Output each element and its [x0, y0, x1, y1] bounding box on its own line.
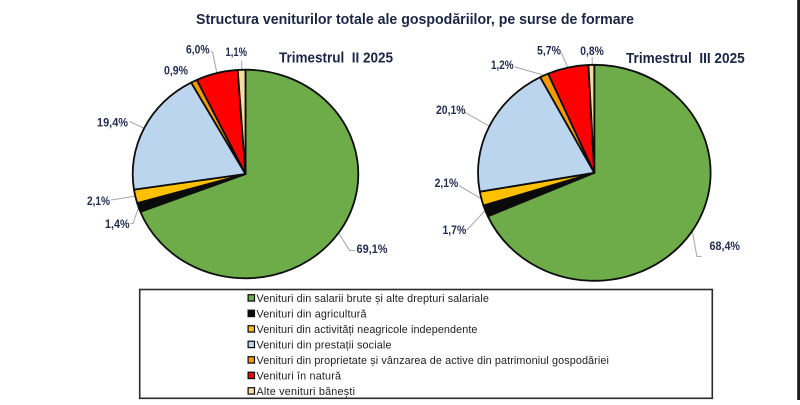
- svg-text:68,4%: 68,4%: [710, 239, 741, 253]
- svg-text:Alte venituri bănești: Alte venituri bănești: [257, 386, 356, 398]
- svg-text:5,7%: 5,7%: [537, 44, 561, 58]
- svg-text:2,1%: 2,1%: [435, 176, 459, 190]
- svg-text:1,1%: 1,1%: [226, 45, 248, 59]
- svg-text:Trimestrul III 2025: Trimestrul III 2025: [626, 50, 745, 67]
- svg-text:0,9%: 0,9%: [164, 63, 188, 77]
- svg-text:Trimestrul II 2025: Trimestrul II 2025: [279, 50, 393, 67]
- svg-text:0,8%: 0,8%: [580, 44, 604, 58]
- svg-text:20,1%: 20,1%: [436, 103, 466, 117]
- svg-text:Venituri din proprietate și vâ: Venituri din proprietate și vânzarea de …: [257, 355, 610, 367]
- svg-text:6,0%: 6,0%: [186, 42, 210, 56]
- svg-text:Venituri în natură: Venituri în natură: [257, 370, 342, 382]
- svg-text:69,1%: 69,1%: [357, 242, 388, 256]
- svg-text:2,1%: 2,1%: [87, 194, 110, 208]
- svg-text:1,4%: 1,4%: [105, 217, 130, 231]
- svg-text:1,7%: 1,7%: [443, 223, 467, 237]
- svg-text:19,4%: 19,4%: [97, 115, 128, 129]
- svg-text:Venituri din activități neagri: Venituri din activități neagricole indep…: [257, 324, 478, 336]
- svg-text:Venituri din salarii brute și: Venituri din salarii brute și alte drept…: [257, 293, 490, 305]
- svg-text:Structura veniturilor totale a: Structura veniturilor totale ale gospodă…: [196, 11, 634, 28]
- svg-text:Venituri din prestații sociale: Venituri din prestații sociale: [257, 339, 392, 351]
- svg-text:1,2%: 1,2%: [491, 58, 514, 72]
- svg-text:Venituri din agricultură: Venituri din agricultură: [257, 308, 367, 320]
